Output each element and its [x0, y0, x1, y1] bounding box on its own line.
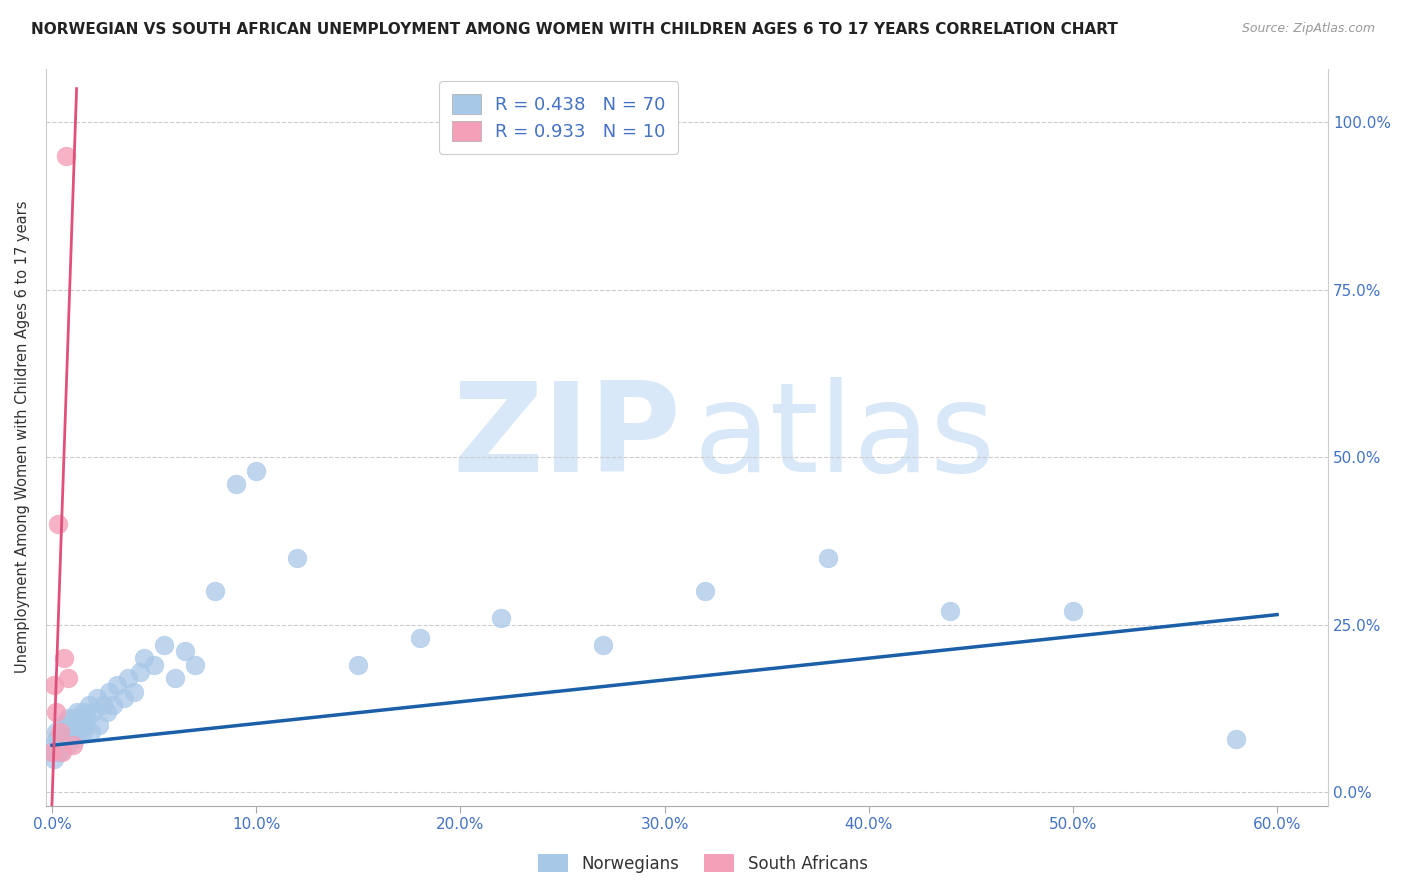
Point: [46, 517, 69, 532]
Point: [45, 705, 67, 719]
Point: [63, 731, 86, 746]
Point: [408, 631, 430, 645]
Point: [58, 671, 80, 685]
Point: [41, 745, 63, 759]
Point: [41, 745, 63, 759]
Point: [77, 698, 100, 712]
Point: [86, 691, 108, 706]
Y-axis label: Unemployment Among Women with Children Ages 6 to 17 years: Unemployment Among Women with Children A…: [15, 201, 30, 673]
Point: [46, 731, 69, 746]
Point: [49, 731, 72, 746]
Point: [45, 725, 67, 739]
Text: ZIP: ZIP: [451, 376, 681, 498]
Point: [55, 731, 77, 746]
Point: [58, 725, 80, 739]
Point: [1225, 731, 1247, 746]
Point: [1062, 604, 1084, 618]
Point: [53, 725, 76, 739]
Point: [91, 698, 114, 712]
Point: [51, 718, 73, 732]
Point: [112, 691, 135, 706]
Point: [76, 711, 98, 725]
Point: [592, 638, 614, 652]
Point: [347, 657, 370, 672]
Point: [53, 651, 76, 665]
Point: [49, 725, 72, 739]
Point: [245, 464, 267, 478]
Point: [173, 644, 195, 658]
Point: [103, 698, 125, 712]
Point: [62, 711, 84, 725]
Point: [51, 739, 73, 753]
Legend: R = 0.438   N = 70, R = 0.933   N = 10: R = 0.438 N = 70, R = 0.933 N = 10: [439, 81, 678, 153]
Point: [204, 584, 226, 599]
Point: [153, 638, 176, 652]
Point: [53, 731, 76, 746]
Point: [65, 705, 87, 719]
Point: [49, 739, 72, 753]
Point: [817, 550, 839, 565]
Point: [49, 745, 72, 759]
Point: [55, 148, 77, 162]
Point: [51, 725, 73, 739]
Legend: Norwegians, South Africans: Norwegians, South Africans: [531, 847, 875, 880]
Point: [46, 739, 69, 753]
Point: [939, 604, 962, 618]
Point: [80, 725, 103, 739]
Point: [73, 718, 96, 732]
Text: NORWEGIAN VS SOUTH AFRICAN UNEMPLOYMENT AMONG WOMEN WITH CHILDREN AGES 6 TO 17 Y: NORWEGIAN VS SOUTH AFRICAN UNEMPLOYMENT …: [31, 22, 1118, 37]
Point: [96, 705, 118, 719]
Point: [62, 725, 84, 739]
Point: [63, 718, 86, 732]
Point: [695, 584, 717, 599]
Point: [58, 711, 80, 725]
Point: [225, 477, 247, 491]
Point: [59, 718, 82, 732]
Point: [45, 745, 67, 759]
Point: [59, 731, 82, 746]
Point: [45, 731, 67, 746]
Point: [72, 705, 94, 719]
Point: [69, 711, 91, 725]
Point: [62, 739, 84, 753]
Point: [44, 752, 66, 766]
Point: [51, 745, 73, 759]
Point: [98, 684, 121, 698]
Point: [46, 745, 69, 759]
Point: [55, 718, 77, 732]
Point: [44, 739, 66, 753]
Point: [58, 739, 80, 753]
Point: [285, 550, 308, 565]
Point: [184, 657, 207, 672]
Text: Source: ZipAtlas.com: Source: ZipAtlas.com: [1241, 22, 1375, 36]
Point: [107, 678, 129, 692]
Point: [82, 705, 104, 719]
Point: [122, 684, 145, 698]
Point: [65, 725, 87, 739]
Point: [163, 671, 186, 685]
Text: atlas: atlas: [693, 376, 995, 498]
Point: [491, 611, 513, 625]
Point: [143, 657, 166, 672]
Point: [128, 665, 150, 679]
Point: [53, 739, 76, 753]
Point: [117, 671, 139, 685]
Point: [67, 718, 90, 732]
Point: [72, 725, 94, 739]
Point: [87, 718, 110, 732]
Point: [44, 678, 66, 692]
Point: [132, 651, 155, 665]
